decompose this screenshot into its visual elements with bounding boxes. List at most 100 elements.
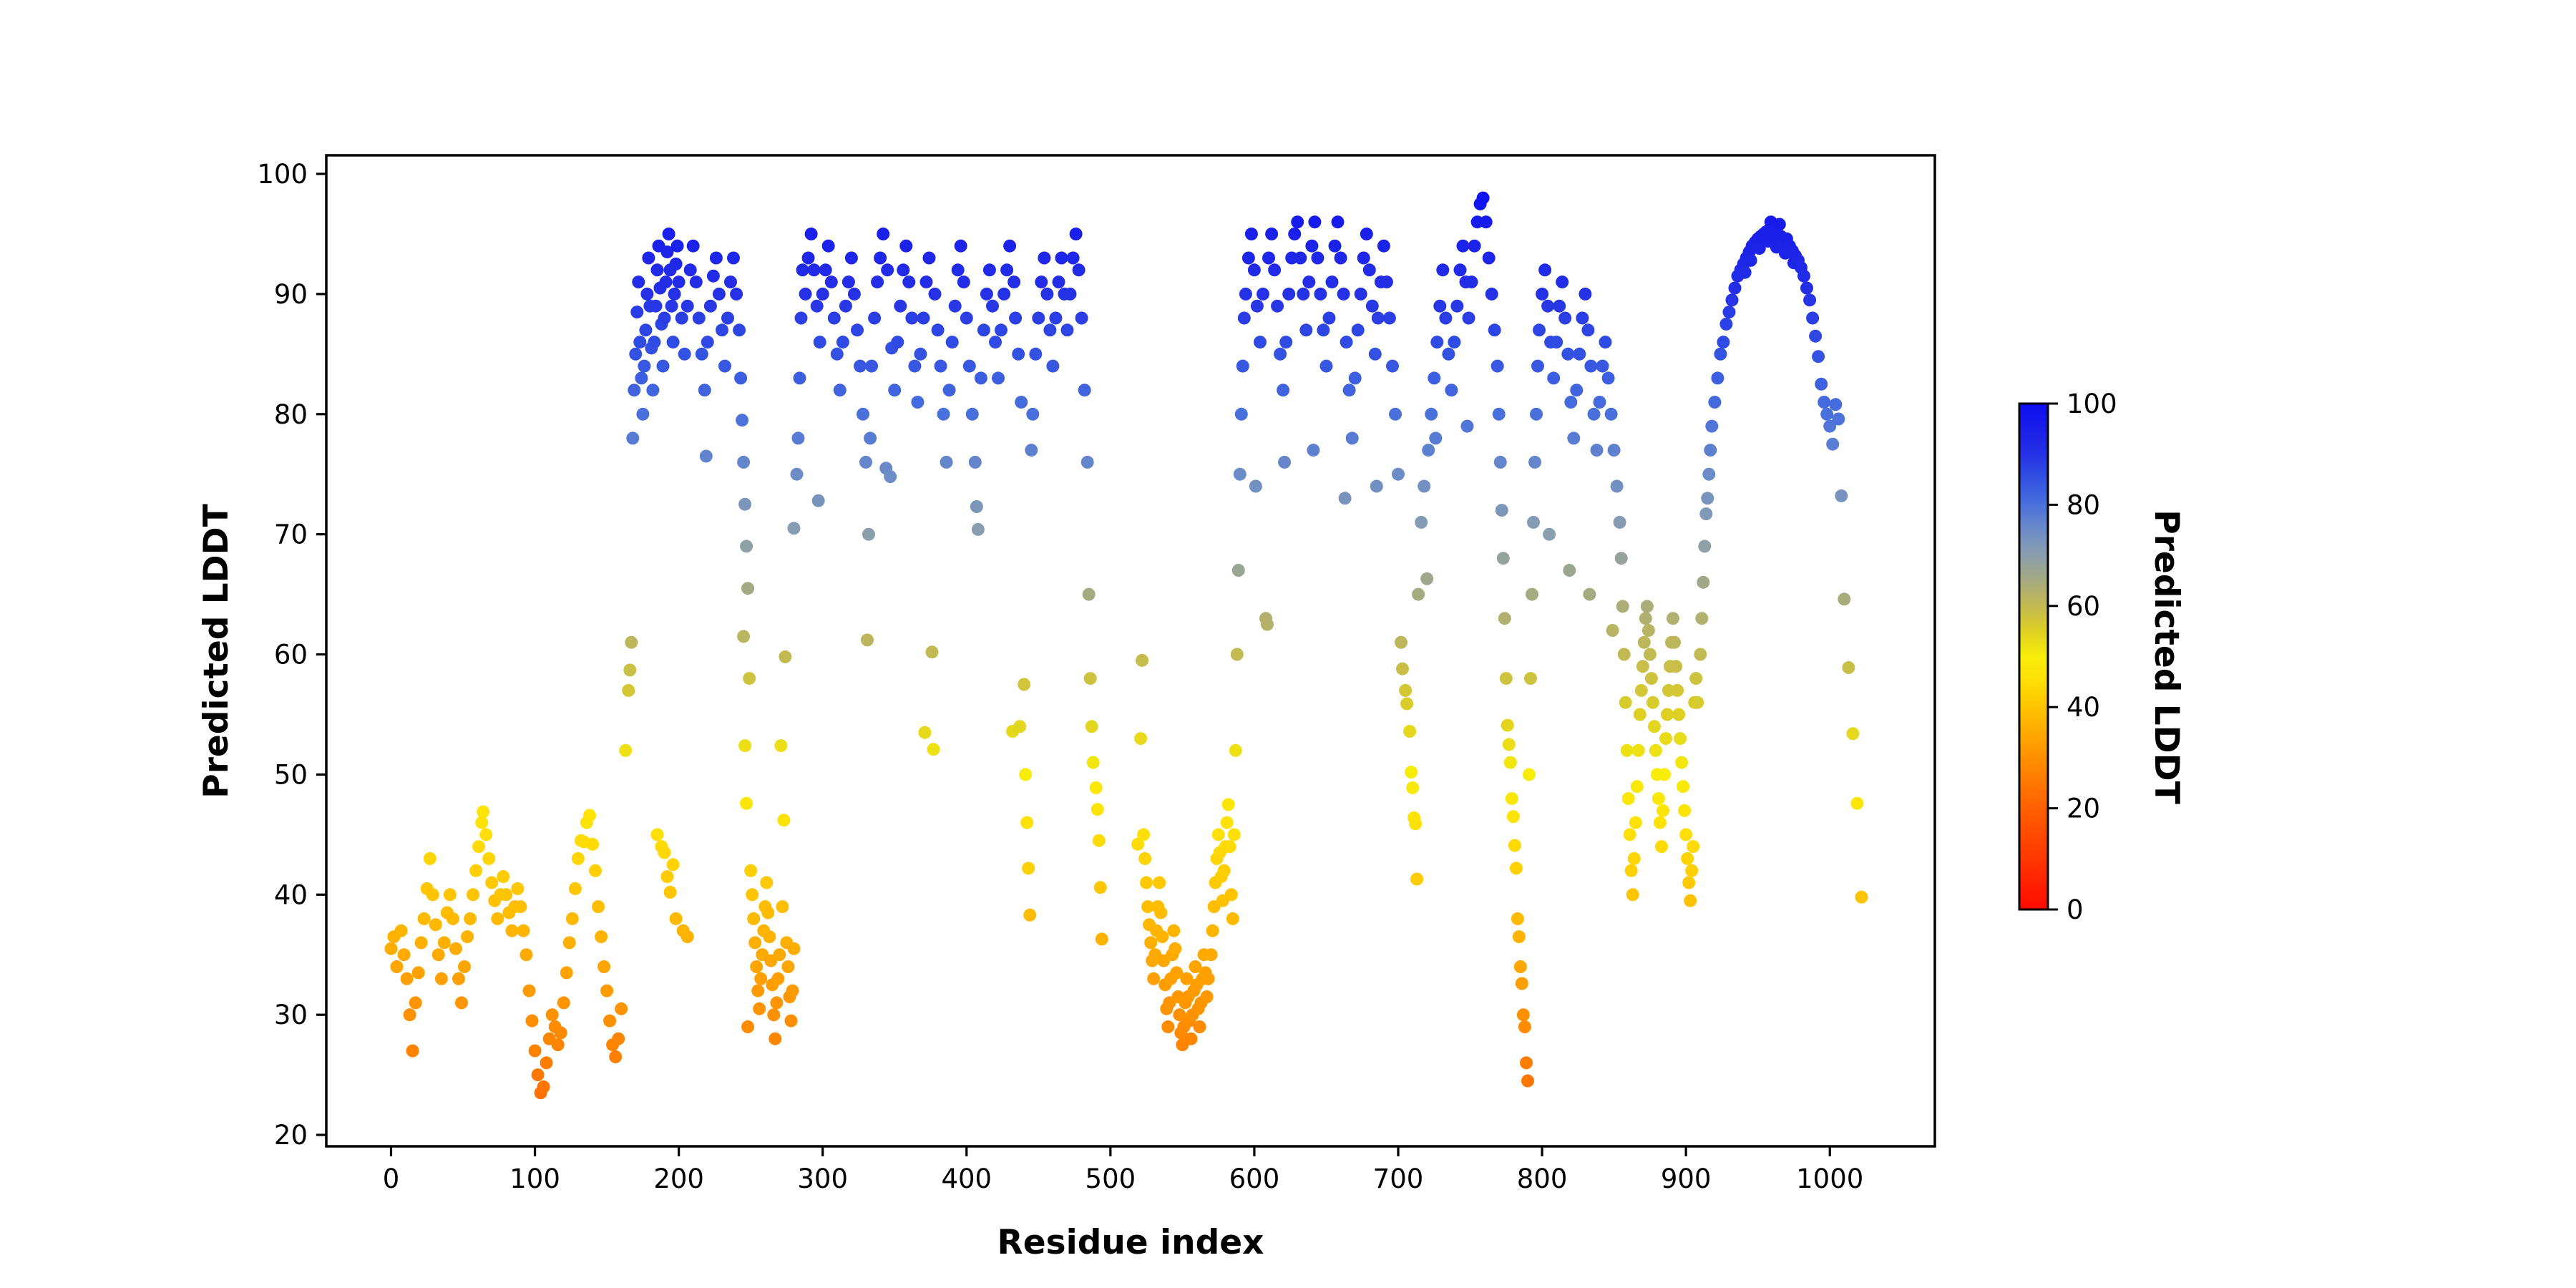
data-point (1204, 948, 1218, 962)
data-point (894, 299, 907, 313)
data-point (675, 311, 688, 325)
data-point (461, 930, 474, 944)
data-point (1655, 840, 1668, 854)
data-point (517, 924, 530, 937)
data-point (911, 396, 924, 409)
data-point (1725, 293, 1739, 307)
data-point (738, 497, 752, 511)
data-point (1066, 251, 1080, 265)
data-point (796, 263, 809, 277)
data-point (770, 996, 784, 1010)
data-point (400, 972, 414, 985)
data-point (1328, 239, 1342, 253)
data-point (784, 1014, 798, 1028)
data-point (665, 299, 678, 313)
data-point (1694, 648, 1707, 661)
data-point (1520, 1056, 1533, 1070)
data-point (1538, 263, 1552, 277)
data-point (908, 359, 922, 373)
data-point (1450, 299, 1464, 313)
data-point (597, 960, 611, 973)
data-point (1247, 263, 1261, 277)
data-point (899, 239, 913, 253)
data-point (1738, 265, 1752, 279)
data-point (1249, 479, 1262, 493)
data-point (839, 299, 852, 313)
data-point (670, 239, 684, 253)
data-point (1138, 852, 1152, 865)
data-point (1593, 396, 1606, 409)
data-point (1617, 648, 1631, 661)
data-point (919, 275, 933, 289)
data-point (1338, 492, 1352, 505)
data-point (868, 311, 882, 325)
data-point (1607, 444, 1621, 457)
data-point (871, 275, 884, 289)
data-point (1046, 359, 1060, 373)
data-point (891, 336, 904, 349)
data-point (1624, 864, 1638, 877)
data-point (1674, 732, 1687, 746)
data-point (1649, 743, 1662, 757)
data-point (1667, 612, 1679, 625)
data-point (1201, 972, 1215, 985)
data-point (635, 371, 648, 385)
data-point (1476, 191, 1490, 205)
data-point (1095, 932, 1108, 946)
data-point (1728, 281, 1742, 295)
data-point (709, 251, 723, 265)
data-point (467, 888, 480, 902)
data-point (1405, 766, 1418, 779)
data-point (724, 275, 737, 289)
data-point (836, 336, 849, 349)
data-point (1460, 419, 1474, 433)
data-point (1623, 828, 1636, 841)
data-point (960, 311, 973, 325)
data-point (1695, 612, 1709, 625)
data-point (1583, 587, 1596, 601)
data-point (864, 431, 877, 445)
data-point (1679, 828, 1693, 841)
data-point (847, 287, 861, 301)
data-point (897, 263, 910, 277)
data-point (982, 263, 996, 277)
data-point (589, 864, 602, 877)
data-point (740, 540, 753, 553)
data-point (1294, 251, 1307, 265)
data-point (623, 663, 637, 677)
data-point (595, 930, 608, 944)
data-point (1365, 299, 1379, 313)
data-point (1634, 683, 1648, 697)
data-point (384, 942, 398, 955)
data-point (1439, 311, 1453, 325)
data-point (397, 948, 411, 962)
data-point (1019, 768, 1033, 781)
data-point (937, 407, 950, 421)
data-point (1425, 407, 1438, 421)
data-point (1818, 396, 1831, 409)
x-axis-ticks: 0 100 200 300 400 500 600 700 800 900 1000 (383, 1146, 1863, 1194)
data-point (1498, 612, 1511, 625)
data-point (1400, 697, 1414, 711)
data-point (811, 494, 825, 507)
data-point (1502, 738, 1516, 751)
data-point (562, 936, 576, 950)
data-point (827, 311, 841, 325)
data-point (1406, 781, 1420, 794)
data-point (1241, 251, 1255, 265)
data-point (862, 527, 875, 541)
data-point (1570, 384, 1584, 397)
data-point (779, 650, 792, 663)
data-point (1022, 862, 1035, 875)
data-point (1161, 1020, 1175, 1033)
data-point (1389, 407, 1402, 421)
data-point (1499, 672, 1513, 686)
data-point (1167, 924, 1181, 937)
data-point (1515, 977, 1528, 990)
data-point (1809, 329, 1823, 343)
data-point (1271, 299, 1284, 313)
data-point (1610, 479, 1624, 493)
data-point (1403, 725, 1417, 738)
data-point (431, 948, 445, 962)
data-point (658, 846, 671, 859)
